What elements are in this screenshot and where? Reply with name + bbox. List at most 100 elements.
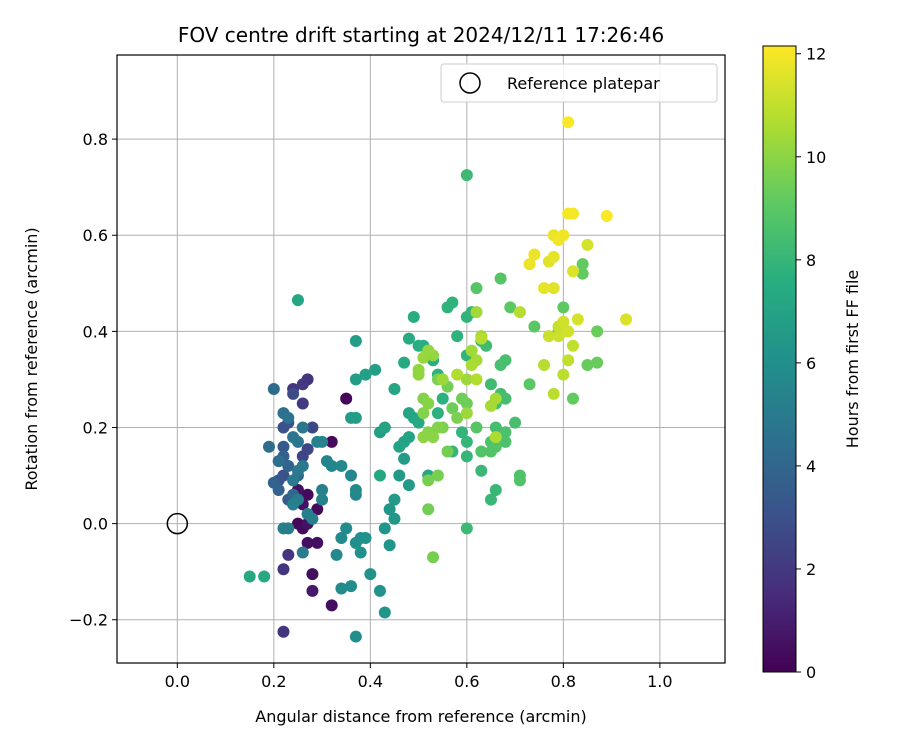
data-point [460,407,473,420]
data-point [547,250,560,263]
x-tick-label: 0.8 [551,672,576,691]
data-point [456,426,469,439]
data-point [325,599,338,612]
colorbar: 0 2 4 6 8 10 12 Hours from first FF file [762,45,862,682]
data-point [354,546,367,559]
data-point [335,459,348,472]
data-point [567,265,579,278]
data-point [349,334,362,347]
y-tick-label: 0.6 [83,226,108,245]
data-point [484,493,497,506]
data-point [576,258,589,271]
data-point [277,440,290,453]
data-point [316,435,329,448]
data-point [489,483,502,496]
y-tick-label: 0.4 [83,322,108,341]
data-point [316,483,329,496]
data-point [470,306,483,319]
data-point [267,383,280,396]
data-point [460,373,473,386]
data-point [557,368,570,381]
data-point [446,402,459,415]
data-point [340,392,353,405]
y-tick-label: 0.2 [83,418,108,437]
data-point [562,207,575,220]
data-point [345,469,358,482]
data-point [296,378,309,391]
data-point [306,512,319,525]
data-point [484,445,497,458]
data-point [451,368,464,381]
data-point [311,536,324,549]
x-tick-label: 0.4 [358,672,383,691]
colorbar-tick-label: 6 [806,354,816,373]
data-point [547,282,560,295]
legend: Reference platepar [440,63,718,103]
data-point [282,411,295,424]
data-point [571,313,584,326]
data-point [282,548,295,561]
data-point [277,625,290,638]
data-point [436,373,449,386]
data-point [475,464,488,477]
x-tick-label: 1.0 [647,672,672,691]
data-point [263,440,275,453]
data-point [460,522,473,535]
data-point [417,407,430,420]
data-point [538,282,551,295]
data-point [591,356,604,369]
colorbar-frame [762,45,797,673]
data-point [349,483,362,496]
legend-entry-reference: Reference platepar [507,74,660,93]
data-point [600,210,613,223]
data-point [509,416,522,429]
data-point [504,301,517,314]
data-point [364,568,377,581]
data-point [460,435,473,448]
data-point [422,397,435,410]
data-point [287,498,300,511]
colorbar-tick-label: 2 [806,560,816,579]
data-point [296,546,309,559]
y-tick-label: 0.0 [83,515,108,534]
data-point [402,479,415,492]
data-point [557,229,570,242]
y-tick-label: −0.2 [69,611,108,630]
scatter-points [243,116,633,643]
data-point [388,493,401,506]
data-point [383,503,396,516]
data-point [277,421,290,434]
data-point [422,344,435,357]
data-point [427,431,440,444]
data-point [402,431,415,444]
data-point [489,421,502,434]
data-point [345,580,358,593]
data-point [528,248,541,261]
data-point [258,570,271,583]
data-point [475,332,488,345]
data-point [349,411,362,424]
data-point [369,363,382,376]
data-point [581,238,594,251]
data-point [567,339,579,352]
data-point [359,368,372,381]
data-point [402,332,415,345]
data-point [542,330,555,343]
data-point [277,563,290,576]
data-point [465,344,478,357]
data-point [287,474,300,487]
data-point [291,464,304,477]
data-point [470,421,483,434]
data-point [499,392,512,405]
data-point [562,354,575,367]
legend-box [440,63,718,103]
data-point [431,421,444,434]
data-point [427,551,440,564]
colorbar-tick-label: 0 [806,663,816,682]
data-point [576,267,589,280]
legend-marker-reference [459,72,481,94]
data-point [620,313,633,326]
data-point [296,397,309,410]
colorbar-gradient [763,46,796,672]
